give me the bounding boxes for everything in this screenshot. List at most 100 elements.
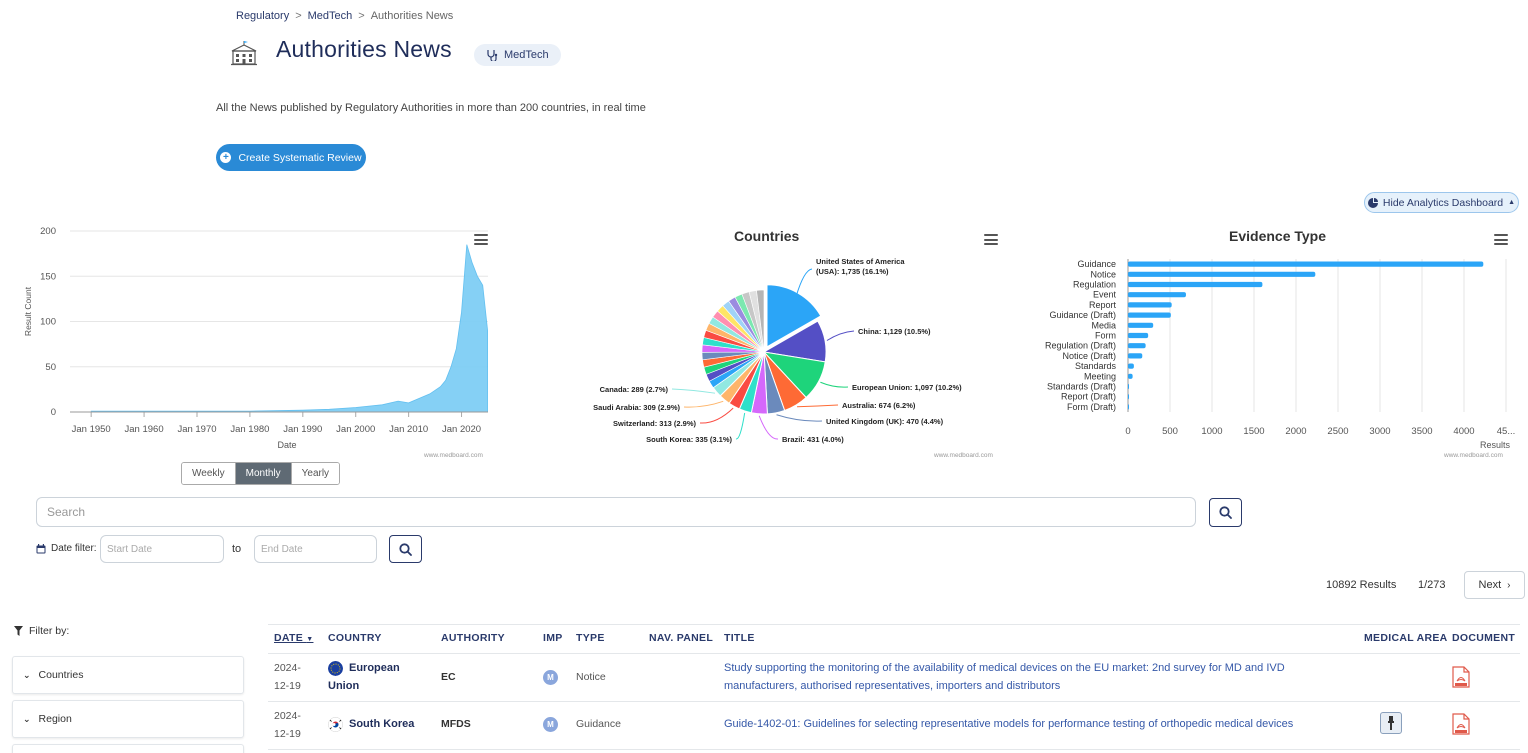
row-date-day: 12-19 [274, 680, 301, 692]
x-tick-label: Jan 1980 [230, 424, 269, 435]
filter-panel-label: Region [38, 713, 72, 725]
row-authority: EC [441, 671, 456, 683]
bar [1128, 363, 1134, 369]
medtech-tag[interactable]: MedTech [474, 44, 561, 66]
category-label: Guidance [1077, 259, 1116, 269]
hide-analytics-dashboard-button[interactable]: Hide Analytics Dashboard ▲ [1364, 192, 1519, 213]
south-korea-flag-icon [328, 717, 343, 732]
countries-credit: www.medboard.com [934, 452, 993, 459]
data-label: United Kingdom (UK): 470 (4.4%) [826, 417, 944, 426]
range-monthly-button[interactable]: Monthly [235, 463, 292, 484]
row-type: Guidance [576, 718, 621, 730]
range-toggle: Weekly Monthly Yearly [181, 462, 341, 485]
filter-panel-more[interactable] [12, 744, 244, 753]
evidence-chart-menu-icon[interactable] [1494, 234, 1508, 245]
breadcrumb-link-medtech[interactable]: MedTech [307, 10, 353, 22]
building-icon [231, 41, 257, 66]
results-count: 10892 Results [1326, 579, 1397, 591]
breadcrumb-separator: > [295, 10, 302, 22]
x-tick-label: Jan 1950 [72, 424, 111, 435]
search-input[interactable]: Search [36, 497, 1196, 527]
column-header-title[interactable]: TITLE [724, 632, 755, 644]
countries-chart-menu-icon[interactable] [984, 234, 998, 245]
row-title-link[interactable]: Study supporting the monitoring of the a… [724, 659, 1285, 695]
column-header-nav-panel[interactable]: NAV. PANEL [649, 632, 714, 644]
column-header-country[interactable]: COUNTRY [328, 632, 382, 644]
range-yearly-button[interactable]: Yearly [291, 463, 340, 484]
row-date-year: 2024- [274, 710, 301, 722]
bar [1128, 343, 1146, 349]
category-label: Notice [1090, 269, 1116, 279]
sort-desc-icon: ▼ [306, 636, 314, 643]
end-date-input[interactable]: End Date [254, 535, 377, 563]
row-country[interactable]: South Korea [328, 715, 414, 733]
create-button-label: Create Systematic Review [238, 151, 362, 164]
column-header-type[interactable]: TYPE [576, 632, 605, 644]
row-date-year: 2024- [274, 662, 301, 674]
data-label-connector [671, 388, 716, 394]
y-tick-label: 0 [51, 407, 56, 418]
pdf-document-icon[interactable] [1452, 666, 1470, 688]
x-tick-label: 3000 [1369, 426, 1390, 437]
data-label: China: 1,129 (10.5%) [858, 327, 931, 336]
row-country-line1: European [349, 662, 400, 674]
y-axis-title: Result Count [23, 286, 33, 336]
search-icon [399, 542, 412, 556]
column-header-imp[interactable]: IMP [543, 632, 563, 644]
column-header-medical-area[interactable]: MEDICAL AREA [1364, 632, 1448, 644]
bar [1128, 404, 1129, 410]
table-top-border [268, 624, 1520, 625]
page-indicator: 1/273 [1418, 579, 1446, 591]
x-tick-label: Jan 1970 [177, 424, 216, 435]
x-tick-label: 1000 [1201, 426, 1222, 437]
bar [1128, 383, 1129, 390]
breadcrumb: Regulatory > MedTech > Authorities News [236, 10, 453, 22]
row-country[interactable]: European Union [328, 659, 400, 695]
chevron-right-icon: › [1507, 579, 1511, 591]
filter-panel-countries[interactable]: ⌄ Countries [12, 656, 244, 694]
x-tick-label: 3500 [1411, 426, 1432, 437]
create-systematic-review-button[interactable]: + Create Systematic Review [216, 144, 366, 171]
filter-by-text: Filter by: [29, 625, 70, 637]
row-date: 2024- 12-19 [274, 659, 301, 695]
bar [1128, 353, 1143, 359]
category-label: Standards (Draft) [1047, 382, 1116, 392]
orthopedic-area-icon[interactable] [1380, 712, 1402, 734]
category-label: Regulation [1073, 280, 1116, 290]
row-title-line1: Study supporting the monitoring of the a… [724, 662, 1285, 674]
data-label: United States of America [816, 257, 905, 266]
date-to-label: to [232, 543, 242, 555]
category-label: Regulation (Draft) [1045, 341, 1116, 351]
x-tick-label: Jan 2010 [389, 424, 428, 435]
range-weekly-button[interactable]: Weekly [182, 463, 236, 484]
column-header-authority[interactable]: AUTHORITY [441, 632, 505, 644]
start-date-input[interactable]: Start Date [100, 535, 224, 563]
timeline-chart-menu-icon[interactable] [474, 234, 488, 245]
filter-panel-region[interactable]: ⌄ Region [12, 700, 244, 738]
date-search-button[interactable] [389, 535, 422, 563]
row-title-link[interactable]: Guide-1402-01: Guidelines for selecting … [724, 715, 1293, 733]
x-tick-label: 2000 [1285, 426, 1306, 437]
data-label: Brazil: 431 (4.0%) [782, 435, 844, 444]
hide-analytics-label: Hide Analytics Dashboard [1382, 196, 1504, 209]
filter-panel-label: Countries [38, 669, 84, 681]
category-label: Meeting [1084, 371, 1116, 381]
pdf-document-icon[interactable] [1452, 713, 1470, 735]
breadcrumb-link-regulatory[interactable]: Regulatory [236, 10, 290, 22]
evidence-bar-chart: 0 500 1000 1500 2000 2500 3000 3500 4000 45... Gui… [1045, 259, 1516, 450]
category-label: Report [1089, 300, 1117, 310]
x-tick-label: 45... [1497, 426, 1516, 437]
column-header-date-label: DATE [274, 632, 304, 644]
bar [1128, 271, 1316, 277]
y-tick-label: 200 [40, 226, 56, 237]
bar [1128, 332, 1149, 339]
next-page-button[interactable]: Next › [1464, 571, 1525, 599]
date-filter-text: Date filter: [51, 543, 97, 554]
x-tick-label: 1500 [1243, 426, 1264, 437]
next-label: Next [1478, 579, 1502, 591]
chevron-down-icon: ⌄ [23, 713, 31, 724]
column-header-document[interactable]: DOCUMENT [1452, 632, 1516, 644]
column-header-date[interactable]: DATE ▼ [274, 632, 313, 644]
search-button[interactable] [1209, 498, 1242, 527]
data-label: Switzerland: 313 (2.9%) [613, 419, 696, 428]
